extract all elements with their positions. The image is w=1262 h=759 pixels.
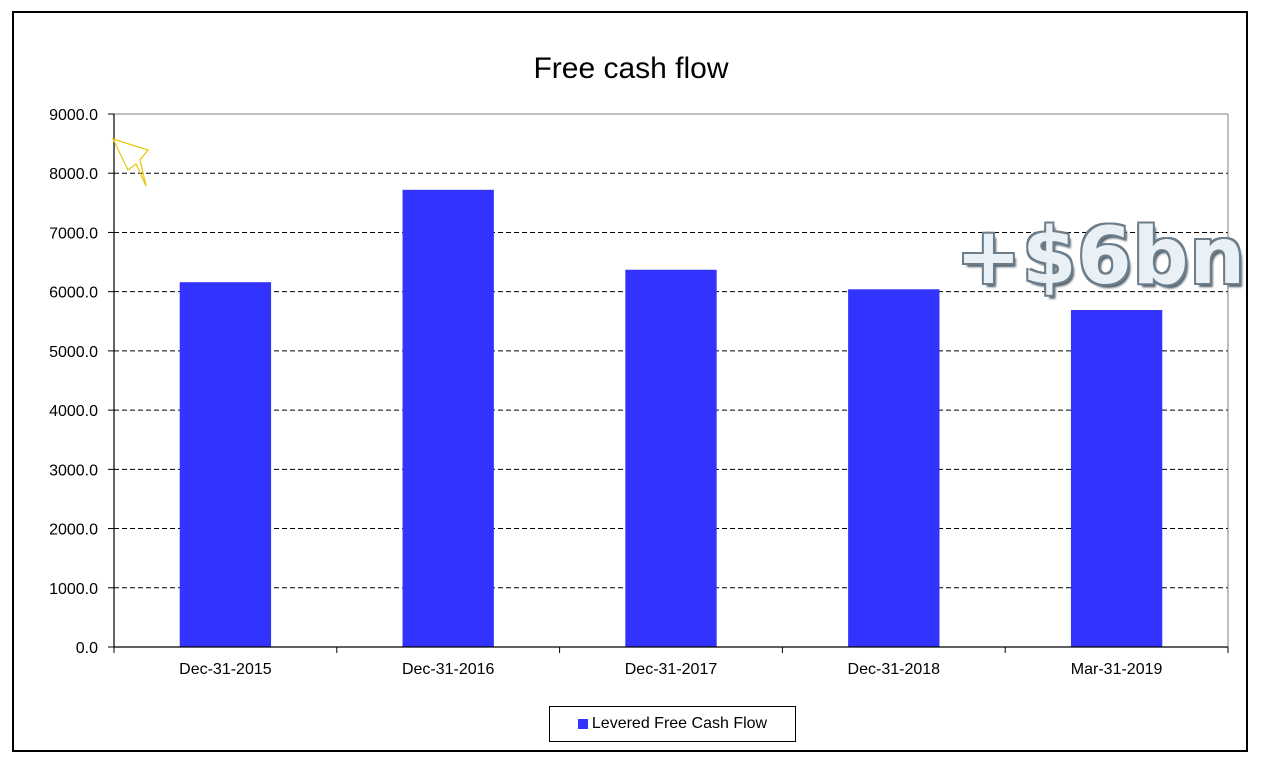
y-axis-ticks: 0.0 1000.0 2000.0 3000.0 4000.0 5000.0 6000.0 7… <box>49 107 98 657</box>
x-tick-label: Dec-31-2018 <box>848 661 941 678</box>
y-tick-label: 3000.0 <box>49 462 98 479</box>
chart-title: Free cash flow <box>533 52 729 85</box>
annotation-text: +$6bn <box>955 212 1246 302</box>
x-tick-label: Dec-31-2015 <box>179 661 272 678</box>
y-tick-label: 4000.0 <box>49 403 98 420</box>
legend: Levered Free Cash Flow <box>549 706 796 742</box>
y-tick-label: 7000.0 <box>49 225 98 242</box>
y-tick-label: 2000.0 <box>49 522 98 539</box>
bar <box>179 282 272 647</box>
x-tick-label: Dec-31-2016 <box>402 661 495 678</box>
bar <box>848 289 940 647</box>
y-tick-label: 9000.0 <box>49 107 98 124</box>
x-tick-label: Dec-31-2017 <box>625 661 718 678</box>
y-tick-label: 6000.0 <box>49 285 98 302</box>
x-axis-ticks: Dec-31-2015 Dec-31-2016 Dec-31-2017 Dec-31-… <box>179 661 1162 678</box>
bars <box>179 189 1163 647</box>
legend-label: Levered Free Cash Flow <box>591 715 768 732</box>
legend-swatch <box>577 719 588 729</box>
axes <box>108 113 1229 653</box>
y-tick-label: 1000.0 <box>49 581 98 598</box>
y-tick-label: 5000.0 <box>49 344 98 361</box>
x-tick-label: Mar-31-2019 <box>1071 661 1163 678</box>
cursor-arrow-icon <box>111 138 150 187</box>
bar <box>625 269 717 647</box>
y-tick-label: 0.0 <box>76 640 98 657</box>
bar <box>402 189 494 647</box>
bar <box>1070 310 1163 647</box>
y-tick-label: 8000.0 <box>49 166 98 183</box>
